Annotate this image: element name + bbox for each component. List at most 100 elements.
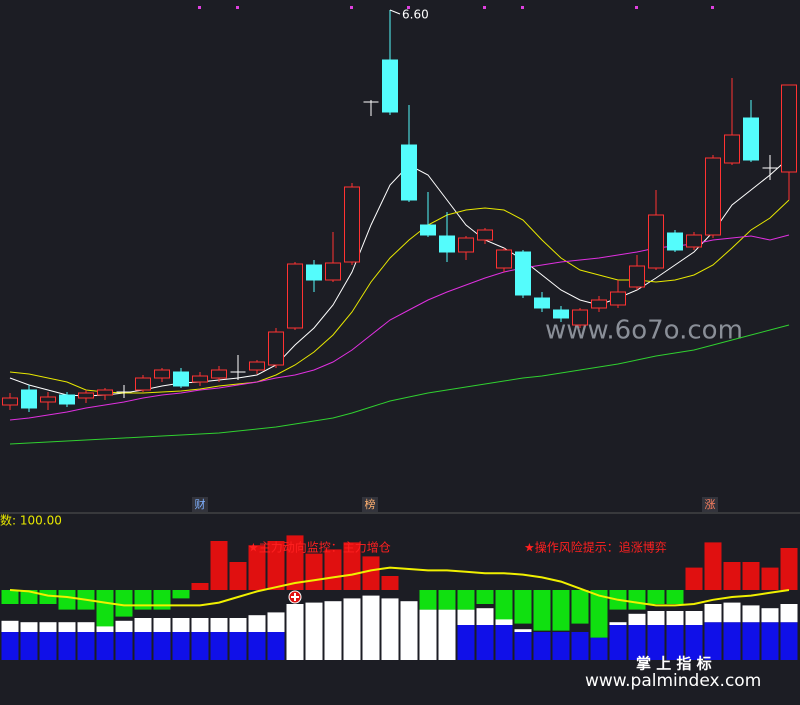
indicator-note: ★主力动向监控：主力增仓 bbox=[248, 540, 391, 555]
blue-bar bbox=[495, 625, 513, 660]
white-bar bbox=[172, 618, 190, 632]
blue-bar bbox=[533, 632, 551, 660]
annotation-tick bbox=[389, 9, 401, 15]
blue-bar bbox=[628, 625, 646, 660]
green-bar bbox=[514, 590, 532, 624]
red-bar bbox=[286, 535, 304, 590]
candle-body bbox=[192, 375, 208, 383]
candle-body bbox=[97, 389, 113, 396]
candle-body bbox=[420, 224, 436, 236]
marker: 涨 bbox=[705, 498, 716, 511]
marker-box bbox=[362, 497, 378, 512]
marker: 榜 bbox=[365, 497, 376, 511]
white-bar bbox=[780, 604, 798, 623]
candle-body bbox=[211, 369, 227, 379]
blue-bar bbox=[77, 632, 95, 660]
white-bar bbox=[20, 622, 38, 632]
red-bar bbox=[210, 541, 228, 590]
candle-body bbox=[249, 361, 265, 371]
indicator-label: 数: 100.00 bbox=[0, 513, 62, 528]
green-bar bbox=[134, 590, 152, 610]
blue-bar bbox=[20, 632, 38, 660]
white-bar bbox=[58, 622, 76, 632]
red-bar bbox=[685, 567, 703, 590]
candle-body bbox=[382, 59, 398, 113]
blue-bar bbox=[115, 632, 133, 660]
blue-bar bbox=[780, 622, 798, 660]
candle-body bbox=[534, 297, 550, 309]
top-dots bbox=[198, 6, 714, 9]
white-bar bbox=[39, 622, 57, 632]
green-bar bbox=[419, 590, 437, 610]
green-bar bbox=[476, 590, 494, 604]
red-bar bbox=[761, 567, 779, 590]
white-bar bbox=[191, 618, 209, 632]
green-bar bbox=[1, 590, 19, 604]
candle-body bbox=[629, 265, 645, 288]
green-bar bbox=[533, 590, 551, 631]
blue-bar bbox=[39, 632, 57, 660]
indicator-note: ★操作风险提示：追涨博弈 bbox=[524, 540, 667, 555]
candle-body bbox=[2, 397, 18, 406]
blue-bar bbox=[248, 632, 266, 660]
white-bar bbox=[609, 622, 627, 625]
candle-body bbox=[173, 371, 189, 387]
blue-bar bbox=[191, 632, 209, 660]
candle-body bbox=[667, 232, 683, 251]
candle-body bbox=[154, 369, 170, 379]
red-bar bbox=[229, 562, 247, 590]
candle-body bbox=[78, 392, 94, 399]
candle-body bbox=[306, 264, 322, 281]
green-bar bbox=[172, 590, 190, 599]
blue-bar bbox=[476, 625, 494, 660]
red-bar bbox=[723, 562, 741, 590]
indicator-line bbox=[9, 566, 790, 607]
candle-body bbox=[477, 229, 493, 241]
white-bar bbox=[134, 618, 152, 632]
blue-bar bbox=[685, 625, 703, 660]
blue-bar bbox=[96, 632, 114, 660]
candle-body bbox=[743, 117, 759, 161]
red-bar bbox=[324, 549, 342, 590]
blue-bar bbox=[58, 632, 76, 660]
blue-bar bbox=[229, 632, 247, 660]
marker-box bbox=[192, 497, 208, 512]
white-bar bbox=[229, 618, 247, 632]
candle-body bbox=[135, 377, 151, 391]
blue-bar bbox=[666, 625, 684, 660]
candle-body bbox=[59, 394, 75, 405]
red-bar bbox=[343, 542, 361, 590]
white-bar bbox=[77, 622, 95, 632]
white-bar bbox=[666, 611, 684, 625]
candle-body bbox=[496, 249, 512, 269]
white-bar bbox=[153, 618, 171, 632]
red-bar bbox=[381, 576, 399, 590]
white-bar bbox=[457, 609, 475, 625]
white-bar bbox=[495, 618, 513, 625]
green-bar bbox=[20, 590, 38, 604]
blue-bar bbox=[1, 632, 19, 660]
white-bar bbox=[742, 605, 760, 623]
blue-bar bbox=[704, 622, 722, 660]
candle-body bbox=[515, 251, 531, 296]
white-bar bbox=[685, 611, 703, 625]
red-bar bbox=[267, 541, 285, 590]
white-bar bbox=[115, 620, 133, 632]
price-panel: 6.60 财 榜 涨 bbox=[2, 8, 797, 512]
blue-bar bbox=[552, 632, 570, 660]
green-bar bbox=[628, 590, 646, 610]
blue-bar bbox=[514, 632, 532, 660]
candle-body bbox=[591, 299, 607, 309]
blue-bar bbox=[172, 632, 190, 660]
red-bar bbox=[742, 562, 760, 590]
white-bar bbox=[476, 608, 494, 625]
marker: 财 bbox=[195, 497, 206, 511]
white-bar bbox=[381, 598, 399, 660]
white-bar bbox=[400, 601, 418, 660]
watermark: 掌 上 指 标 bbox=[636, 655, 712, 673]
candle-body bbox=[781, 84, 797, 173]
blue-bar bbox=[457, 625, 475, 660]
green-bar bbox=[39, 590, 57, 604]
